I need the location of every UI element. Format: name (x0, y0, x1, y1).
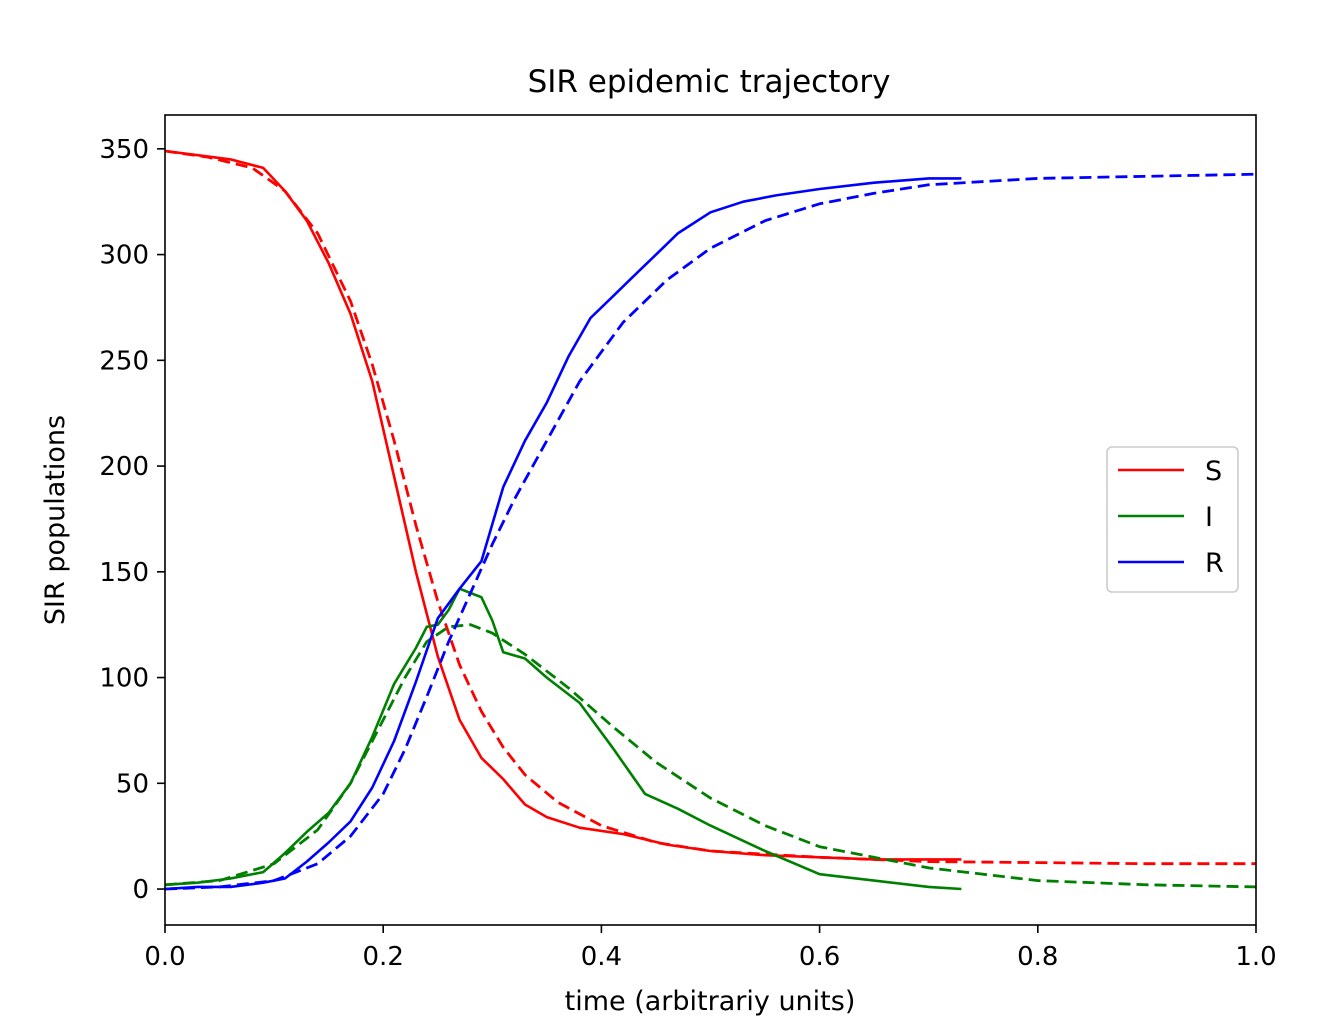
y-tick-label: 200 (99, 452, 149, 482)
legend-label-r: R (1205, 548, 1224, 579)
plot-area (164, 114, 1257, 926)
legend-box (1106, 446, 1239, 593)
x-tick-label: 0.6 (799, 942, 840, 972)
legend-label-i: I (1205, 502, 1213, 533)
series-line-r (165, 177, 962, 891)
series-layer (165, 149, 1256, 891)
y-tick-label: 150 (99, 558, 149, 588)
y-tick-label: 300 (99, 241, 149, 271)
y-tick-label: 0 (132, 875, 149, 905)
x-tick-label: 0.0 (144, 942, 185, 972)
y-axis: 0 50 100 150 200 250 300 350 (99, 135, 165, 905)
y-tick-label: 350 (99, 135, 149, 165)
x-tick-label: 1.0 (1235, 942, 1276, 972)
x-tick-label: 0.4 (581, 942, 622, 972)
series-line-s-model (165, 149, 1256, 866)
x-axis: 0.0 0.2 0.4 0.6 0.8 1.0 (144, 925, 1277, 972)
x-axis-label: time (arbitrariy units) (565, 986, 856, 1017)
legend-label-s: S (1205, 456, 1222, 487)
axes-frame (164, 114, 1257, 926)
y-tick-label: 50 (116, 769, 149, 799)
legend: SIR (1106, 446, 1239, 593)
chart-title: SIR epidemic trajectory (528, 64, 891, 100)
x-tick-label: 0.8 (1017, 942, 1058, 972)
y-axis-label: SIR populations (40, 415, 71, 625)
x-tick-label: 0.2 (363, 942, 404, 972)
series-line-i-model (165, 623, 1256, 889)
y-tick-label: 250 (99, 346, 149, 376)
y-tick-label: 100 (99, 664, 149, 694)
series-line-r-model (165, 172, 1256, 891)
